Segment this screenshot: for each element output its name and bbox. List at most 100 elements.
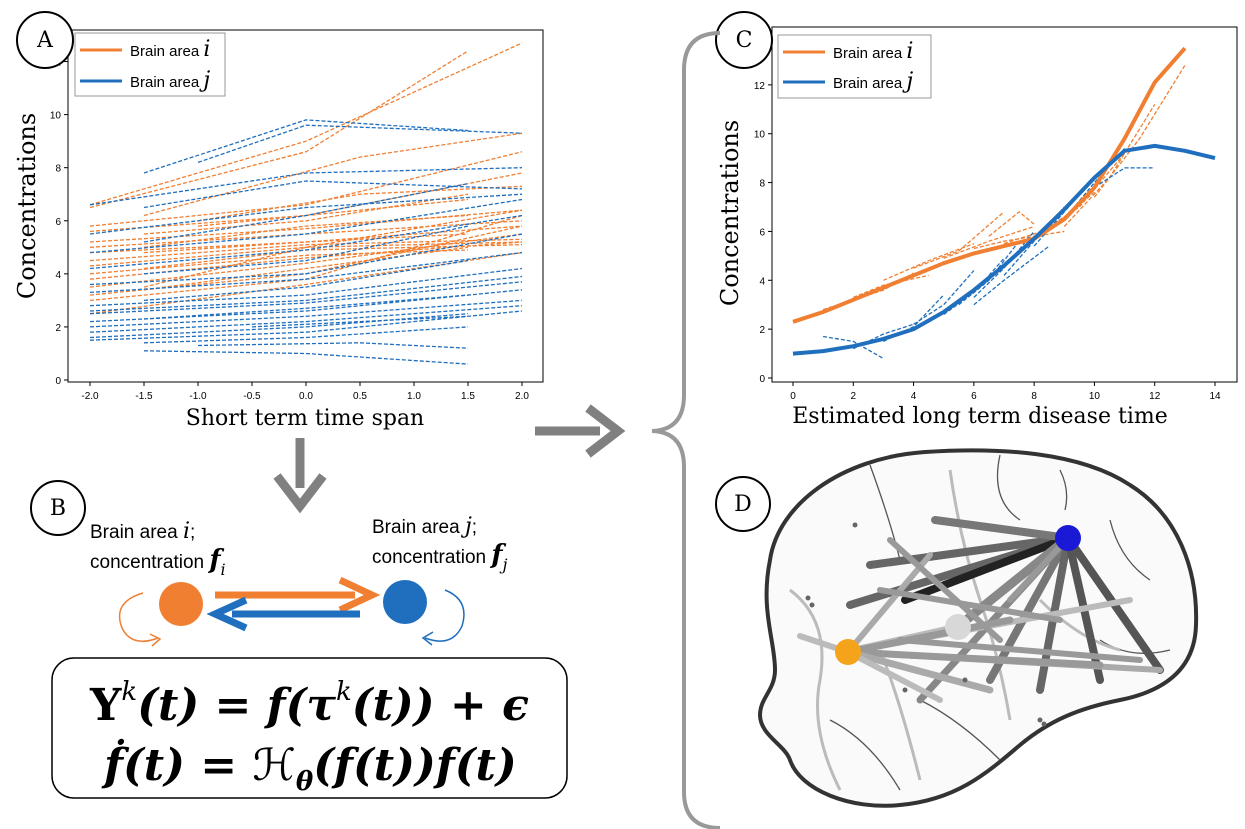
x-tick-label-c: 2 xyxy=(851,391,857,402)
trajectory-j-22 xyxy=(143,350,469,365)
brain-network-illustration xyxy=(757,448,1199,808)
svg-text:B: B xyxy=(50,496,66,521)
y-tick-label-c: 6 xyxy=(759,227,765,238)
mean-curve-j xyxy=(792,143,1216,356)
x-ticks-a: -2.0 -1.5 -1.0 -0.5 0.0 0.5 1.0 1.5 2.0 xyxy=(81,382,529,402)
trajectory-j-14 xyxy=(89,281,523,315)
y-axis-label-a: Concentrations xyxy=(13,113,41,299)
node-i-caption-line2: concentration xyxy=(90,552,209,573)
x-ticks-c: 0 2 4 6 8 10 12 14 xyxy=(790,382,1221,402)
node-i-caption-line1: Brain area xyxy=(90,522,183,543)
trajectory-j-4 xyxy=(89,193,523,235)
x-tick-label-a: -2.0 xyxy=(81,391,99,402)
panel-a-chart: -2.0 -1.5 -1.0 -0.5 0.0 0.5 1.0 1.5 2.0 0 2 4 6 8 10 1… xyxy=(13,29,544,431)
fragment-j-1 xyxy=(853,323,914,350)
x-tick-label-a: -1.5 xyxy=(135,391,153,402)
y-tick-label-a: 4 xyxy=(55,270,61,281)
trajectory-j-7 xyxy=(89,214,523,270)
panel-label-d: D xyxy=(715,476,771,532)
x-axis-label-c: Estimated long term disease time xyxy=(792,404,1168,429)
trajectory-j-9 xyxy=(89,233,523,286)
x-tick-label-a: 2.0 xyxy=(515,391,529,402)
trajectory-i-3 xyxy=(89,151,523,227)
arrow-j-to-i xyxy=(206,596,360,632)
trajectory-j-10 xyxy=(89,251,523,294)
x-tick-label-a: 1.0 xyxy=(407,391,421,402)
equation-line-1: Yk(t) = f(τk(t)) + ϵ xyxy=(89,677,529,731)
trajectory-j-17 xyxy=(89,299,523,328)
x-tick-label-c: 14 xyxy=(1209,391,1221,402)
node-brain-area-i xyxy=(159,582,203,626)
trajectory-j-13 xyxy=(89,275,523,312)
panel-label-c: C xyxy=(715,11,773,69)
node-j-caption-line1: Brain area xyxy=(372,517,465,538)
y-tick-label-a: 2 xyxy=(55,323,61,334)
svg-text:C: C xyxy=(736,28,753,53)
y-tick-label-a: 6 xyxy=(55,217,61,228)
trajectory-j-5 xyxy=(143,182,469,243)
trajectory-j-2 xyxy=(89,167,523,206)
trajectory-j-1 xyxy=(197,124,523,164)
x-tick-label-c: 4 xyxy=(911,391,917,402)
x-tick-label-c: 0 xyxy=(790,391,796,402)
fragment-i-9 xyxy=(853,274,929,299)
fragment-i-10 xyxy=(988,211,1035,237)
node-j-caption: Brain area j; concentration fj xyxy=(372,514,508,574)
trajectory-i-23 xyxy=(143,214,469,248)
self-loop-j-icon xyxy=(424,589,465,642)
x-tick-label-a: -1.0 xyxy=(189,391,207,402)
x-tick-label-a: 1.5 xyxy=(461,391,475,402)
trajectory-j-12 xyxy=(89,267,523,307)
y-tick-label-a: 8 xyxy=(55,164,61,175)
x-tick-label-a: 0.0 xyxy=(299,391,313,402)
svg-text:concentration fi: concentration fi xyxy=(90,545,226,579)
fragment-i-3 xyxy=(943,225,1035,259)
trajectory-i-9 xyxy=(143,233,469,254)
trajectory-i-1 xyxy=(89,42,523,206)
fragment-i-8 xyxy=(1093,64,1186,198)
x-tick-label-c: 6 xyxy=(971,391,977,402)
trajectory-i-19 xyxy=(143,209,523,288)
trajectory-i-10 xyxy=(89,238,523,262)
svg-text:Brain area i;: Brain area i; xyxy=(90,519,195,544)
y-tick-label-a: 10 xyxy=(50,111,62,122)
equation-box xyxy=(51,657,568,799)
legend-a: Brain area i Brain area j xyxy=(74,32,226,97)
fragment-i-4 xyxy=(973,230,1065,250)
series-brain-area-j-a xyxy=(89,119,523,365)
trajectory-j-19 xyxy=(89,313,469,339)
panel-label-b: B xyxy=(30,480,86,536)
x-tick-label-a: -0.5 xyxy=(243,391,261,402)
trajectory-j-8 xyxy=(143,225,469,275)
node-brain-area-j xyxy=(383,580,427,624)
fragment-i-2 xyxy=(913,211,1005,269)
y-tick-label-a: 0 xyxy=(55,376,61,387)
trajectory-i-5 xyxy=(143,193,469,235)
trajectory-i-21 xyxy=(197,198,469,227)
panel-label-a: A xyxy=(16,11,74,69)
x-tick-label-c: 8 xyxy=(1031,391,1037,402)
legend-c: Brain area i Brain area j xyxy=(777,34,932,99)
trajectory-i-15 xyxy=(89,233,523,288)
fragment-j-0 xyxy=(822,335,884,360)
curly-brace xyxy=(651,31,721,829)
x-axis-label-a: Short term time span xyxy=(186,406,424,431)
self-loop-i-icon xyxy=(118,592,159,643)
trajectory-i-22 xyxy=(197,185,523,222)
trajectory-j-11 xyxy=(143,259,469,302)
legend-label-j-c: Brain area j xyxy=(833,69,913,94)
y-tick-label-c: 0 xyxy=(759,374,765,385)
fragment-j-3 xyxy=(913,270,975,325)
panel-c-chart: 0 2 4 6 8 10 12 14 0 2 4 6 8 10 12 14 Estimated long t… xyxy=(716,26,1238,429)
y-tick-label-c: 10 xyxy=(754,130,766,141)
trajectory-j-16 xyxy=(89,289,523,323)
trajectory-j-0 xyxy=(143,119,469,174)
trajectory-j-6 xyxy=(89,198,523,254)
y-tick-label-c: 4 xyxy=(759,276,765,287)
legend-label-i-c: Brain area i xyxy=(833,39,913,64)
node-i-caption: Brain area i; concentration fi xyxy=(90,519,226,579)
trajectory-j-24 xyxy=(251,315,469,328)
